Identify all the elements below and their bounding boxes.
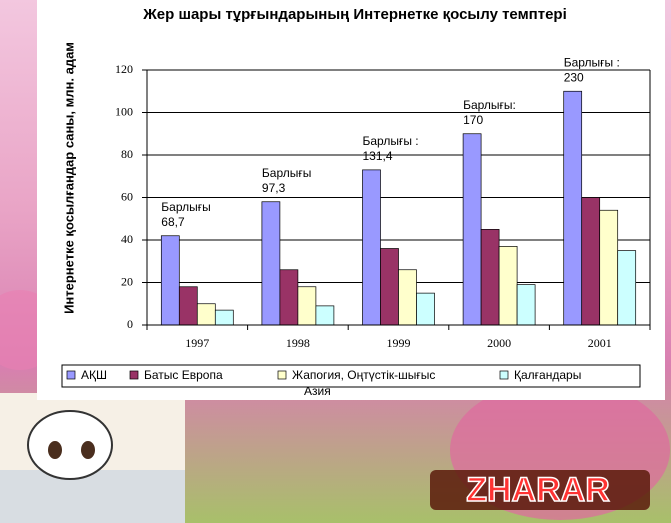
y-tick-label: 120 <box>115 62 133 76</box>
x-tick-label: 2001 <box>588 336 612 350</box>
bar <box>214 309 234 326</box>
logo-bg <box>430 470 650 510</box>
total-title: Барлығы <box>262 166 311 180</box>
total-label: 131,4 <box>363 149 393 163</box>
bar <box>462 133 482 326</box>
total-label: 170 <box>463 113 483 127</box>
legend-label: Жапогия, Оңтүстік-шығыс Азия <box>292 368 435 398</box>
bar <box>581 197 601 326</box>
y-axis-title: Интернетке қосылғандар саны, млн. адам <box>61 42 76 314</box>
legend-swatch <box>129 370 139 380</box>
bar <box>362 169 381 326</box>
x-tick-label: 1998 <box>286 336 310 350</box>
total-title: Барлығы : <box>564 55 620 69</box>
legend-label: Қалғандары <box>514 368 581 382</box>
legend-swatch <box>277 370 287 380</box>
x-tick-label: 2000 <box>487 336 511 350</box>
bar <box>380 248 399 326</box>
cat-eye <box>48 441 62 459</box>
legend-box <box>61 364 641 388</box>
y-tick-label: 20 <box>121 274 133 288</box>
total-title: Барлығы : <box>363 134 419 148</box>
cat-eye <box>81 441 95 459</box>
y-tick-label: 60 <box>121 189 133 203</box>
bar <box>398 269 417 326</box>
bar <box>261 201 281 326</box>
bar <box>498 246 518 326</box>
y-tick-label: 80 <box>121 147 133 161</box>
bar <box>599 209 619 326</box>
bar <box>617 250 637 326</box>
bar <box>178 286 198 326</box>
x-tick-label: 1997 <box>185 336 209 350</box>
total-title: Барлығы: <box>463 98 516 112</box>
legend-swatch <box>66 370 76 380</box>
legend-label: АҚШ <box>81 368 107 382</box>
y-tick-label: 100 <box>115 104 133 118</box>
watermark: ZHARAR <box>466 471 610 509</box>
bar <box>279 269 299 326</box>
bar <box>297 286 317 326</box>
total-label: 68,7 <box>161 215 185 229</box>
total-label: 230 <box>564 70 584 84</box>
bar <box>416 292 435 326</box>
bar <box>196 303 216 326</box>
legend-label: Батыс Европа <box>144 368 223 382</box>
bar <box>516 284 536 326</box>
chart-panel <box>37 0 665 400</box>
bar <box>315 305 335 326</box>
total-title: Барлығы <box>161 200 210 214</box>
x-tick-label: 1999 <box>387 336 411 350</box>
y-tick-label: 0 <box>127 317 133 331</box>
cat-head <box>27 410 113 480</box>
keyboard <box>0 470 185 523</box>
bar <box>563 90 583 326</box>
total-label: 97,3 <box>262 181 286 195</box>
bar <box>480 229 500 326</box>
chart-title: Жер шары тұрғындарының Интернетке қосылу… <box>142 6 567 23</box>
y-tick-label: 40 <box>121 232 133 246</box>
bar <box>160 235 180 326</box>
legend-swatch <box>499 370 509 380</box>
